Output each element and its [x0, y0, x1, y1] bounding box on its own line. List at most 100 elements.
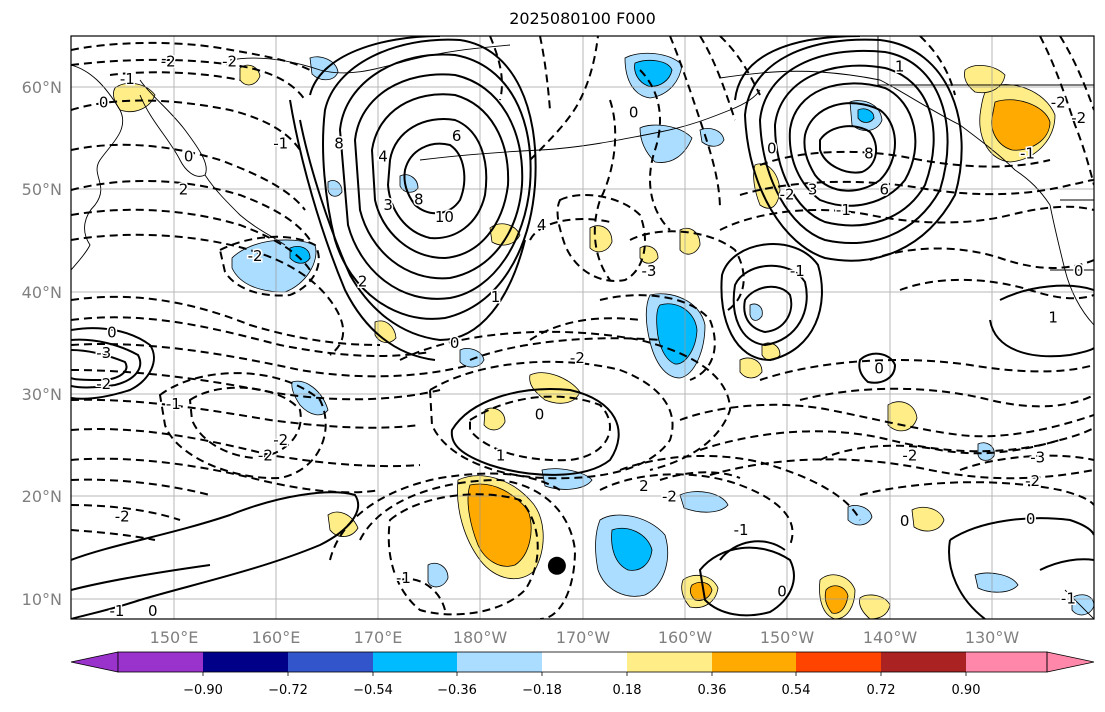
lat-tick-label: 50°N: [22, 180, 62, 199]
coastlines: [71, 36, 1094, 619]
contour-value-label: -3: [96, 344, 111, 362]
contour-line: [399, 330, 732, 471]
contour-line: [359, 478, 577, 619]
positive-patch: [483, 407, 506, 431]
lat-tick-label: 30°N: [22, 385, 62, 404]
contour-line: [720, 243, 823, 362]
lon-tick-label: 150°E: [150, 628, 199, 647]
negative-patch: [749, 303, 763, 321]
lon-tick-label: 180°W: [453, 628, 508, 647]
contour-value-label: 2: [639, 477, 649, 495]
negative-patch: [639, 124, 693, 163]
contour-line: [739, 179, 1094, 196]
colorbar-segment: [373, 652, 457, 672]
map-title: 2025080100 F000: [509, 9, 656, 28]
longitude-axis: 150°E 160°E 170°E 180°W 170°W 160°W 150°…: [150, 628, 1020, 647]
colorbar-tick-label: 0.72: [867, 683, 896, 698]
contour-value-label: -2: [248, 247, 263, 265]
contour-value-label: 1: [491, 288, 501, 306]
negative-patch: [974, 572, 1019, 593]
negative-patch: [327, 180, 343, 197]
contour-line: [71, 316, 431, 357]
positive-patch: [859, 594, 891, 619]
contour-value-label: -2: [1071, 109, 1086, 127]
lon-tick-label: 160°W: [658, 628, 713, 647]
contour-line: [71, 504, 181, 521]
lat-tick-label: 60°N: [22, 78, 62, 97]
lat-tick-label: 10°N: [22, 590, 62, 609]
contour-value-label: 6: [452, 127, 462, 145]
lat-tick-label: 20°N: [22, 487, 62, 506]
contour-value-label: -2: [161, 53, 176, 71]
colorbar-tick-label: −0.90: [183, 683, 223, 698]
contour-line: [999, 284, 1094, 301]
contour-line: [71, 179, 311, 241]
colorbar-segment: [966, 652, 1047, 672]
colorbar-segment: [796, 652, 881, 672]
contour-line: [719, 540, 786, 561]
contour-value-label: 3: [808, 180, 818, 198]
contour-value-label: 4: [537, 216, 547, 234]
contour-line: [758, 49, 949, 244]
contour-value-label: 8: [864, 145, 874, 163]
colorbar: −0.90 −0.72 −0.54 −0.36 −0.18 0.18 0.36 …: [70, 651, 1095, 698]
storm-position-marker: [547, 556, 566, 575]
contour-line: [1039, 36, 1094, 186]
map-frame: [70, 35, 1095, 620]
contour-line: [599, 294, 716, 381]
contour-line: [529, 317, 641, 341]
colorbar-segment: [712, 652, 796, 672]
contour-line: [450, 388, 620, 476]
contour-value-label: -2: [96, 375, 111, 393]
contour-value-label: 4: [378, 148, 388, 166]
positive-patch: [753, 163, 781, 209]
contour-line: [698, 546, 795, 617]
negative-patch: [699, 128, 725, 147]
contour-line: [619, 454, 861, 521]
contour-value-label: -2: [662, 487, 677, 505]
contour-line: [699, 427, 1094, 453]
contour-line: [71, 41, 311, 71]
contour-line: [71, 349, 128, 382]
negative-patch: [656, 303, 698, 365]
contour-line: [71, 99, 301, 151]
positive-patch: [991, 99, 1051, 151]
contour-line: [71, 295, 381, 346]
contour-value-label: 0: [450, 334, 460, 352]
contour-value-label: -1: [836, 201, 851, 219]
contour-line: [869, 247, 1094, 269]
contour-line: [529, 218, 611, 241]
negative-patch: [427, 562, 449, 588]
contour-line: [743, 38, 963, 262]
contour-value-label: -1: [790, 262, 805, 280]
positive-patch: [327, 511, 359, 537]
alaska-coastline: [719, 70, 1051, 206]
lat-tick-label: 40°N: [22, 283, 62, 302]
negative-patch: [289, 246, 311, 264]
contour-value-label: 10: [435, 208, 454, 226]
contour-line: [299, 119, 526, 342]
contour-line: [734, 36, 861, 101]
contour-value-label: 0: [629, 104, 639, 122]
contour-value-label: -2: [1051, 94, 1066, 112]
contour-line: [659, 471, 741, 481]
contour-value-label: 2: [358, 273, 368, 291]
contour-line: [71, 327, 155, 400]
contour-line: [539, 36, 551, 111]
contour-value-label: -2: [902, 446, 917, 464]
aleutian-islands: [419, 89, 761, 161]
colorbar-tick-label: −0.72: [268, 683, 308, 698]
contour-line: [679, 403, 1094, 438]
contour-line: [732, 264, 808, 347]
colorbar-segment: [118, 652, 203, 672]
contour-line: [289, 99, 436, 361]
negative-patch: [634, 59, 673, 87]
positive-patch: [911, 506, 945, 532]
negative-patch: [679, 491, 729, 513]
contour-value-label: 0: [1074, 262, 1084, 280]
contour-line: [709, 458, 1094, 480]
contour-line: [403, 142, 466, 215]
contour-line: [71, 529, 156, 541]
lon-tick-label: 140°W: [863, 628, 918, 647]
